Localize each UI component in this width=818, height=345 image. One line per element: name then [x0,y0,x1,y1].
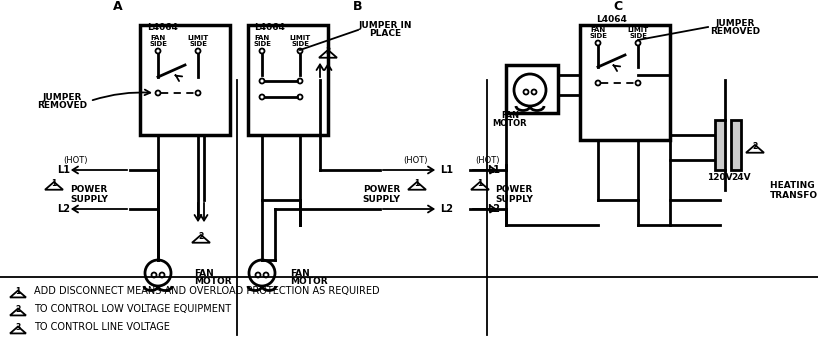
Text: 1: 1 [16,287,20,296]
Text: L2: L2 [57,204,70,214]
Text: LIMIT: LIMIT [290,35,311,41]
Text: REMOVED: REMOVED [37,101,87,110]
Text: SUPPLY: SUPPLY [70,195,108,204]
Text: LIMIT: LIMIT [187,35,209,41]
Text: SIDE: SIDE [589,33,607,39]
Text: SIDE: SIDE [291,41,309,47]
Text: HEATING SYSTEM: HEATING SYSTEM [770,180,818,189]
Text: L4064: L4064 [596,16,627,24]
Bar [731,120,741,170]
Text: FAN: FAN [151,35,165,41]
Text: POWER: POWER [70,186,107,195]
Text: 1: 1 [415,179,420,188]
Text: 1: 1 [52,179,56,188]
Bar [715,120,725,170]
Text: L1: L1 [57,165,70,175]
Text: 3: 3 [326,47,330,56]
Text: TRANSFORMER: TRANSFORMER [770,190,818,199]
Bar [248,25,328,135]
Text: 24V: 24V [731,173,751,182]
Text: PLACE: PLACE [369,30,401,39]
Text: (HOT): (HOT) [63,156,88,165]
Text: POWER: POWER [362,186,400,195]
Text: SIDE: SIDE [149,41,167,47]
Text: B: B [353,0,362,13]
Text: SIDE: SIDE [253,41,271,47]
Text: TO CONTROL LOW VOLTAGE EQUIPMENT: TO CONTROL LOW VOLTAGE EQUIPMENT [34,304,231,314]
Text: JUMPER: JUMPER [715,19,755,28]
Text: L4064: L4064 [254,22,285,31]
Text: JUMPER: JUMPER [43,92,82,101]
Text: 2: 2 [16,305,20,314]
Text: MOTOR: MOTOR [492,118,528,128]
Text: L2: L2 [440,204,453,214]
Text: (HOT): (HOT) [475,156,500,165]
Text: 1: 1 [478,179,483,188]
Text: L1: L1 [440,165,453,175]
Bar [580,25,670,140]
Text: MOTOR: MOTOR [290,277,328,286]
Text: 3: 3 [16,323,20,332]
Text: 2: 2 [199,232,204,241]
Text: LIMIT: LIMIT [627,27,649,33]
Text: FAN: FAN [194,268,213,277]
Text: MOTOR: MOTOR [194,277,231,286]
Text: L1: L1 [487,165,500,175]
Text: 120V: 120V [708,173,733,182]
Text: ADD DISCONNECT MEANS AND OVERLOAD PROTECTION AS REQUIRED: ADD DISCONNECT MEANS AND OVERLOAD PROTEC… [34,286,380,296]
Text: (HOT): (HOT) [402,156,427,165]
Text: REMOVED: REMOVED [710,28,760,37]
Text: TO CONTROL LINE VOLTAGE: TO CONTROL LINE VOLTAGE [34,322,170,332]
Text: L2: L2 [487,204,500,214]
Bar [506,65,558,113]
Text: SUPPLY: SUPPLY [362,195,400,204]
Bar [140,25,230,135]
Text: 2: 2 [753,142,757,151]
Text: L4064: L4064 [147,22,178,31]
Text: POWER: POWER [495,186,533,195]
Text: JUMPER IN: JUMPER IN [358,20,411,30]
Text: SIDE: SIDE [629,33,647,39]
Text: SIDE: SIDE [189,41,207,47]
Text: SUPPLY: SUPPLY [495,195,533,204]
Text: FAN: FAN [591,27,605,33]
Text: A: A [113,0,123,13]
Text: FAN: FAN [501,110,519,119]
Text: C: C [614,0,622,13]
Text: FAN: FAN [254,35,270,41]
Text: FAN: FAN [290,268,310,277]
